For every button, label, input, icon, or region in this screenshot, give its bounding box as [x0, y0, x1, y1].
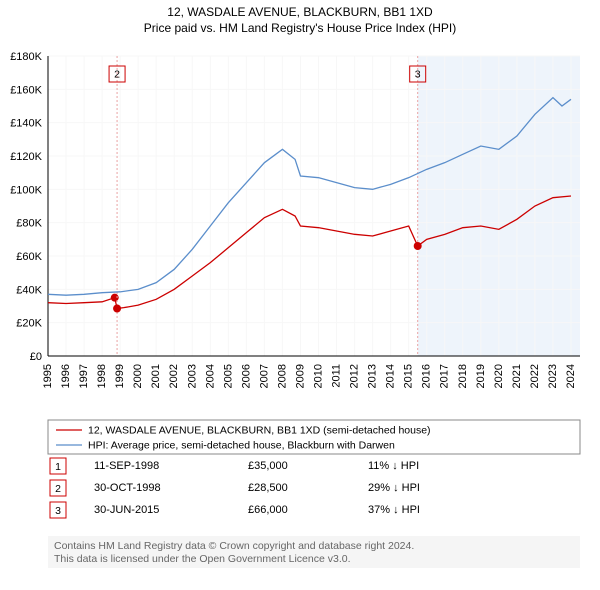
footer-line2: This data is licensed under the Open Gov… — [54, 553, 351, 565]
xtick-label: 2008 — [276, 364, 288, 388]
xtick-label: 1997 — [78, 364, 90, 388]
title-line2: Price paid vs. HM Land Registry's House … — [144, 21, 456, 35]
xtick-label: 2012 — [349, 364, 361, 388]
xtick-label: 2014 — [385, 364, 397, 388]
ytick-label: £140K — [10, 118, 42, 130]
xtick-label: 2005 — [222, 364, 234, 388]
sale-row-date: 30-JUN-2015 — [94, 504, 159, 516]
sale-row-delta: 29% ↓ HPI — [368, 482, 420, 494]
ytick-label: £180K — [10, 51, 42, 63]
xtick-label: 2009 — [294, 364, 306, 388]
sale-marker-number: 2 — [114, 68, 120, 80]
xtick-label: 2023 — [547, 364, 559, 388]
xtick-label: 2019 — [475, 364, 487, 388]
xtick-label: 1996 — [60, 364, 72, 388]
xtick-label: 2018 — [457, 364, 469, 388]
sale-row-number: 3 — [55, 505, 61, 517]
xtick-label: 1995 — [42, 364, 54, 388]
sale-row-date: 30-OCT-1998 — [94, 482, 161, 494]
xtick-label: 2004 — [204, 364, 216, 388]
xtick-label: 2024 — [565, 364, 577, 388]
xtick-label: 2002 — [168, 364, 180, 388]
xtick-label: 2007 — [258, 364, 270, 388]
title-line1: 12, WASDALE AVENUE, BLACKBURN, BB1 1XD — [167, 5, 433, 19]
ytick-label: £160K — [10, 84, 42, 96]
ytick-label: £100K — [10, 184, 42, 196]
sale-row-number: 1 — [55, 461, 61, 473]
sale-row-price: £28,500 — [248, 482, 288, 494]
xtick-label: 2022 — [529, 364, 541, 388]
ytick-label: £80K — [16, 218, 42, 230]
sale-marker-number: 3 — [415, 68, 421, 80]
xtick-label: 1999 — [114, 364, 126, 388]
ytick-label: £60K — [16, 251, 42, 263]
sale-row-delta: 11% ↓ HPI — [368, 460, 419, 472]
legend-label: 12, WASDALE AVENUE, BLACKBURN, BB1 1XD (… — [88, 425, 431, 437]
xtick-label: 2016 — [421, 364, 433, 388]
xtick-label: 2003 — [186, 364, 198, 388]
legend-label: HPI: Average price, semi-detached house,… — [88, 440, 395, 452]
xtick-label: 2017 — [439, 364, 451, 388]
xtick-label: 2021 — [511, 364, 523, 388]
xtick-label: 2013 — [367, 364, 379, 388]
xtick-label: 2011 — [331, 364, 343, 388]
ytick-label: £40K — [16, 284, 42, 296]
xtick-label: 2000 — [132, 364, 144, 388]
chart-svg: 12, WASDALE AVENUE, BLACKBURN, BB1 1XD Pr… — [0, 0, 600, 590]
sale-row-price: £35,000 — [248, 460, 288, 472]
xtick-label: 2020 — [493, 364, 505, 388]
xtick-label: 2015 — [403, 364, 415, 388]
xtick-label: 2001 — [150, 364, 162, 388]
xtick-label: 1998 — [96, 364, 108, 388]
ytick-label: £120K — [10, 151, 42, 163]
xtick-label: 2006 — [240, 364, 252, 388]
footer-line1: Contains HM Land Registry data © Crown c… — [54, 540, 414, 552]
sale-row-date: 11-SEP-1998 — [94, 460, 159, 472]
sale-row-price: £66,000 — [248, 504, 288, 516]
ytick-label: £0 — [30, 351, 42, 363]
xtick-label: 2010 — [313, 364, 325, 388]
ytick-label: £20K — [16, 318, 42, 330]
sale-row-number: 2 — [55, 483, 61, 495]
sale-row-delta: 37% ↓ HPI — [368, 504, 420, 516]
